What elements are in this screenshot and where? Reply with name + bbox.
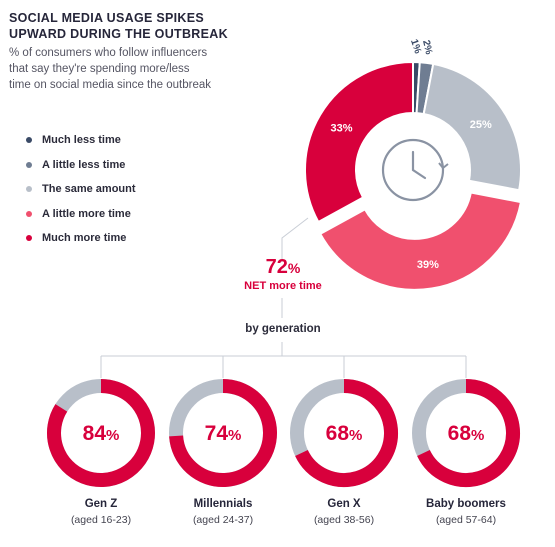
chart-title: SOCIAL MEDIA USAGE SPIKES UPWARD DURING … xyxy=(9,10,299,42)
slice-label: 33% xyxy=(331,123,353,135)
connector-line xyxy=(281,217,309,262)
slice-label: 39% xyxy=(417,259,439,271)
title-line-1: SOCIAL MEDIA USAGE SPIKES xyxy=(9,11,205,25)
ring-value-arc xyxy=(47,379,155,487)
pie-slice xyxy=(422,62,522,192)
legend-label: A little less time xyxy=(42,158,126,171)
net-unit: % xyxy=(287,260,301,276)
ring-value-arc xyxy=(295,379,398,487)
by-generation-label: by generation xyxy=(245,323,321,335)
legend-label: Much less time xyxy=(42,134,121,147)
pie-slice xyxy=(318,191,523,291)
net-number: 72 xyxy=(265,256,288,278)
generation-number: 68 xyxy=(447,422,471,445)
slice-label: 25% xyxy=(470,119,492,131)
legend-label: The same amount xyxy=(42,183,136,196)
subtitle-line-1: % of consumers who follow influencers xyxy=(9,47,208,59)
chart-subtitle: % of consumers who follow influencers th… xyxy=(9,45,294,93)
legend-item-much-less: Much less time xyxy=(26,128,136,153)
generation-name: Baby boomers xyxy=(426,498,506,510)
legend-item-little-more: A little more time xyxy=(26,202,136,227)
generation-number: 74 xyxy=(204,422,228,445)
net-label: NET more time xyxy=(244,280,322,292)
legend-swatch xyxy=(26,210,32,217)
legend-swatch xyxy=(26,186,32,193)
generation-value: 68% xyxy=(406,422,526,448)
ring-value-arc xyxy=(169,379,277,487)
legend-item-same: The same amount xyxy=(26,177,136,202)
generation-age-range: (aged 57-64) xyxy=(435,514,497,526)
legend-swatch xyxy=(26,235,32,242)
slice-label: 1% xyxy=(408,38,423,55)
generation-value: 68% xyxy=(284,422,404,448)
generation-value: 74% xyxy=(163,422,283,448)
generation-name: Millennials xyxy=(193,498,253,510)
subtitle-line-3: time on social media since the outbreak xyxy=(9,79,211,91)
legend-item-little-less: A little less time xyxy=(26,153,136,178)
generation-unit: % xyxy=(106,427,120,444)
generation-age-range: (aged 38-56) xyxy=(313,514,375,526)
pie-slice xyxy=(304,60,414,224)
generation-value: 84% xyxy=(41,422,161,448)
generation-unit: % xyxy=(228,427,242,444)
title-line-2: UPWARD DURING THE OUTBREAK xyxy=(9,27,228,41)
legend-label: Much more time xyxy=(42,232,127,245)
ring-value-arc xyxy=(417,379,520,487)
generation-name: Gen Z xyxy=(84,498,118,510)
generation-unit: % xyxy=(471,427,485,444)
legend-item-much-more: Much more time xyxy=(26,226,136,251)
generation-age-range: (aged 24-37) xyxy=(192,514,254,526)
legend-swatch xyxy=(26,137,32,144)
generation-number: 68 xyxy=(325,422,349,445)
legend-label: A little more time xyxy=(42,207,131,220)
net-value: 72% xyxy=(218,256,348,279)
generation-number: 84 xyxy=(82,422,106,445)
generation-age-range: (aged 16-23) xyxy=(70,514,132,526)
legend-swatch xyxy=(26,161,32,168)
legend: Much less time A little less time The sa… xyxy=(26,128,136,251)
generation-name: Gen X xyxy=(327,498,361,510)
subtitle-line-2: that say they're spending more/less xyxy=(9,63,190,75)
slice-label: 2% xyxy=(420,39,434,56)
net-callout: 72% NET more time xyxy=(218,256,348,293)
generation-unit: % xyxy=(349,427,363,444)
clock-icon xyxy=(381,138,449,202)
